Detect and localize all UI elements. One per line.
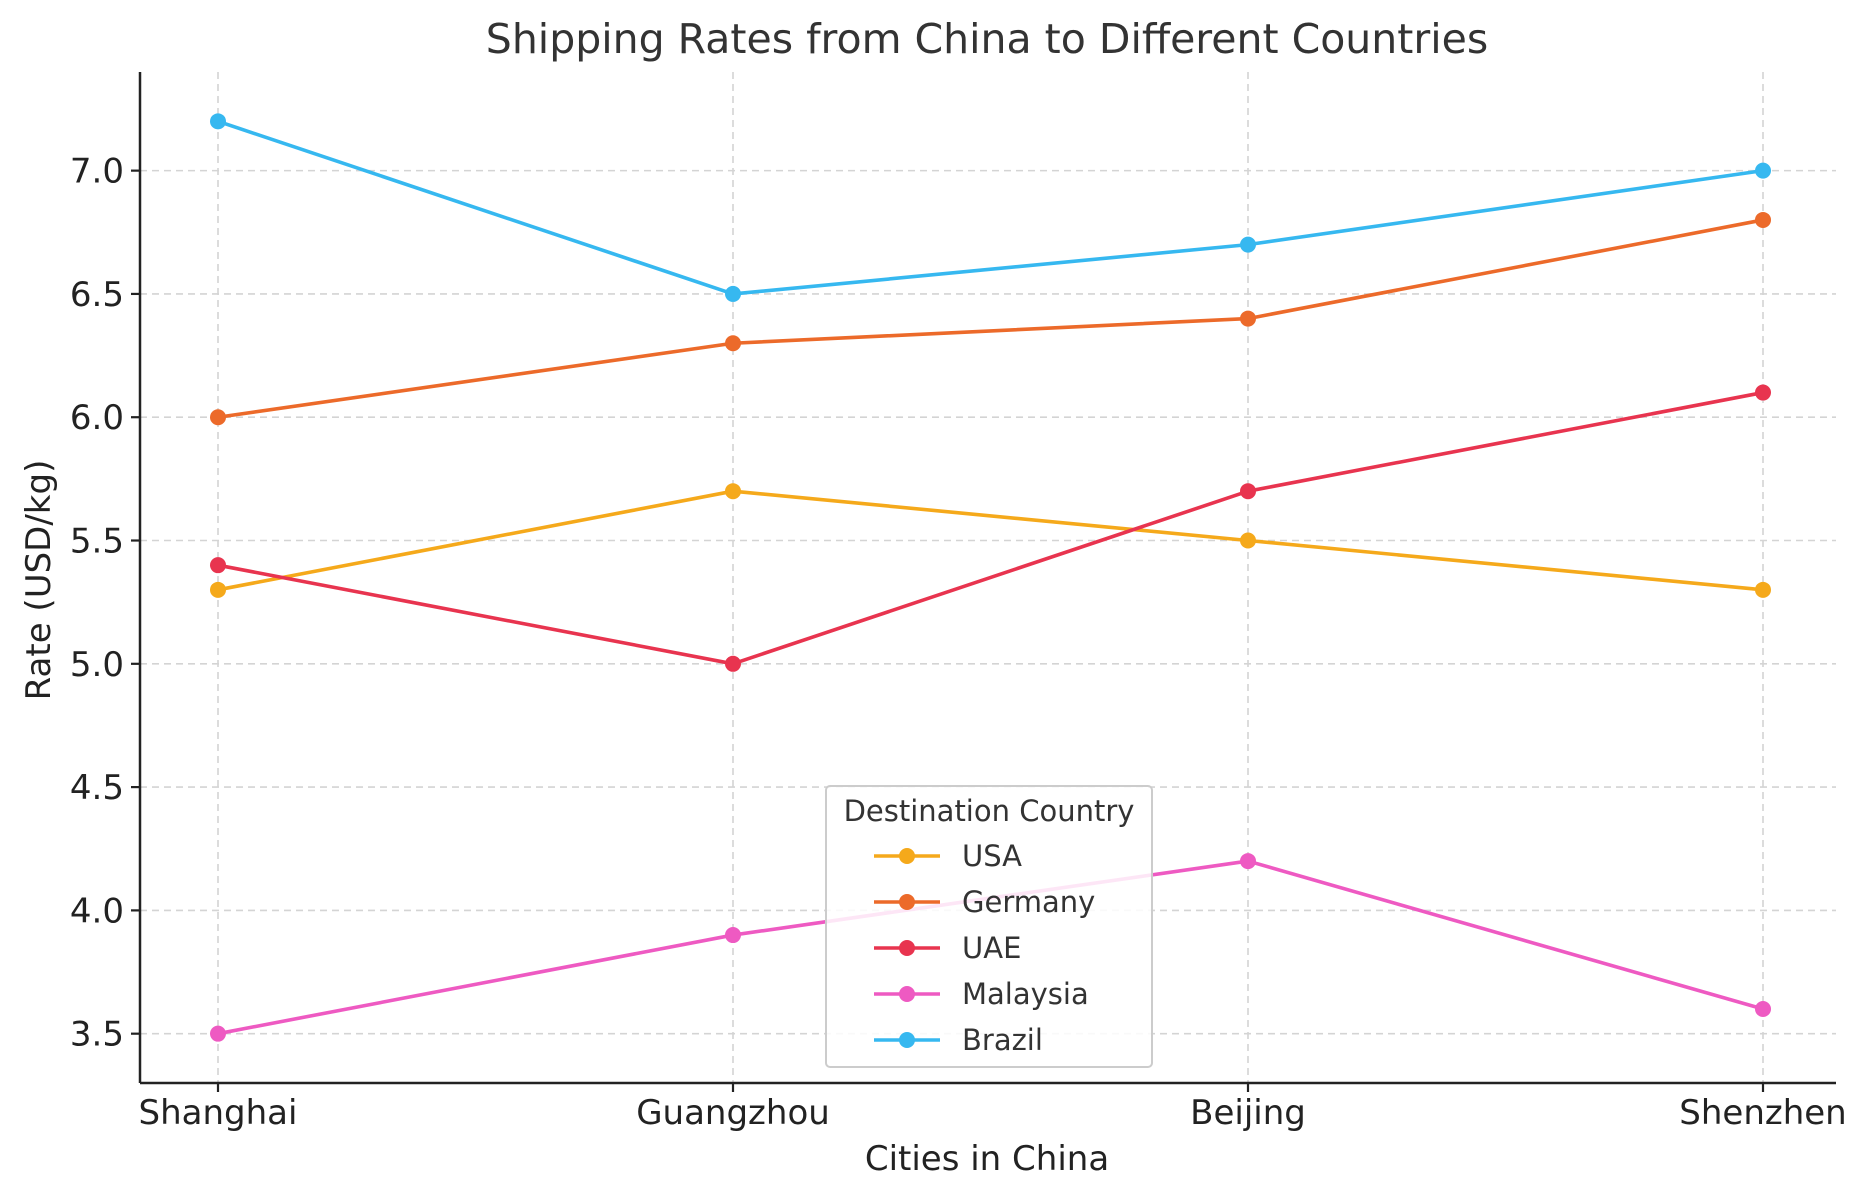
- legend-swatch-marker: [899, 1032, 915, 1048]
- series-line: [216, 218, 1765, 420]
- data-point: [725, 483, 741, 500]
- y-tick-label: 4.0: [70, 891, 124, 931]
- x-tick-label: Guangzhou: [636, 1093, 830, 1133]
- data-point: [210, 113, 226, 130]
- legend-item: UAE: [874, 931, 1021, 965]
- legend-swatch-marker: [899, 894, 915, 910]
- y-tick-labels: 3.5 4.0 4.5 5.0 5.5 6.0 6.5 7.0: [70, 152, 124, 1055]
- data-point: [725, 927, 741, 944]
- series-uae: [210, 384, 1771, 672]
- data-point: [1755, 384, 1771, 401]
- legend-item: Brazil: [874, 1023, 1043, 1057]
- legend-label: USA: [962, 839, 1022, 873]
- data-point: [1240, 532, 1256, 549]
- legend-label: Malaysia: [962, 977, 1089, 1011]
- data-point: [1240, 236, 1256, 253]
- x-tick-label: Shanghai: [139, 1093, 298, 1133]
- series-usa: [210, 483, 1771, 598]
- data-point: [210, 1025, 226, 1042]
- legend-item: Malaysia: [874, 977, 1089, 1011]
- series-lines: [210, 113, 1771, 1042]
- x-tick-label: Beijing: [1190, 1093, 1306, 1133]
- data-point: [210, 409, 226, 426]
- legend-label: Brazil: [962, 1023, 1043, 1057]
- y-tick-label: 6.5: [70, 275, 124, 315]
- series-line: [216, 390, 1765, 666]
- series-line: [216, 489, 1765, 592]
- y-tick-label: 7.0: [70, 152, 124, 192]
- x-tick-label: Shenzhen: [1679, 1093, 1846, 1133]
- data-point: [1240, 310, 1256, 327]
- data-point: [1240, 853, 1256, 870]
- y-tick-label: 3.5: [70, 1015, 124, 1055]
- data-point: [210, 557, 226, 574]
- series-brazil: [210, 113, 1771, 302]
- y-tick-label: 5.0: [70, 645, 124, 685]
- data-point: [1755, 1001, 1771, 1018]
- legend-label: Germany: [962, 885, 1095, 919]
- legend: Destination Country USA Germany UAE Malaysi…: [825, 785, 1153, 1068]
- x-tick-labels: Shanghai Guangzhou Beijing Shenzhen: [139, 1093, 1847, 1133]
- y-axis-label: Rate (USD/kg): [19, 460, 59, 701]
- axes: [131, 72, 1836, 1092]
- y-tick-label: 5.5: [70, 522, 124, 562]
- grid: [140, 72, 1836, 1083]
- legend-swatch-marker: [899, 848, 915, 864]
- data-point: [725, 335, 741, 352]
- legend-items: USA Germany UAE Malaysia Brazil: [874, 839, 1095, 1057]
- series-line: [216, 119, 1765, 296]
- data-point: [1755, 211, 1771, 228]
- y-tick-label: 6.0: [70, 398, 124, 438]
- legend-swatch-marker: [899, 940, 915, 956]
- legend-item: Germany: [874, 885, 1095, 919]
- series-germany: [210, 211, 1771, 426]
- legend-swatch-marker: [899, 986, 915, 1002]
- chart-title: Shipping Rates from China to Different C…: [486, 15, 1488, 63]
- data-point: [1755, 162, 1771, 179]
- y-tick-label: 4.5: [70, 768, 124, 808]
- legend-title: Destination Country: [844, 794, 1135, 828]
- x-axis-label: Cities in China: [865, 1139, 1109, 1179]
- data-point: [725, 285, 741, 302]
- data-point: [210, 581, 226, 598]
- data-point: [1240, 483, 1256, 500]
- legend-item: USA: [874, 839, 1022, 873]
- legend-label: UAE: [962, 931, 1021, 965]
- data-point: [725, 655, 741, 672]
- data-point: [1755, 581, 1771, 598]
